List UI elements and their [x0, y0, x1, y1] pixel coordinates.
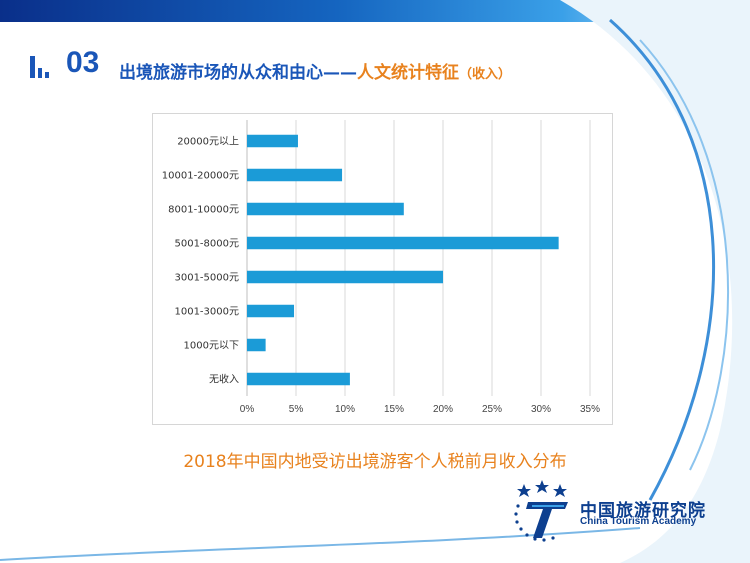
x-tick-label: 15%	[384, 404, 404, 415]
x-tick-label: 25%	[482, 404, 502, 415]
y-category-label: 无收入	[209, 373, 239, 386]
x-tick-label: 10%	[335, 404, 355, 415]
section-number: 03	[66, 46, 100, 79]
bar	[247, 168, 343, 182]
bar	[247, 134, 298, 148]
title-main: 出境旅游市场的从众和由心——	[119, 63, 357, 83]
bar	[247, 372, 350, 386]
x-tick-label: 5%	[289, 404, 304, 415]
y-category-label: 1001-3000元	[174, 307, 239, 318]
y-category-label: 10001-20000元	[162, 171, 239, 182]
chart-caption: 2018年中国内地受访出境游客个人税前月收入分布	[183, 452, 567, 472]
bar	[247, 202, 404, 216]
y-category-label: 1000元以下	[184, 341, 239, 352]
page-title: 出境旅游市场的从众和由心——人文统计特征（收入）	[119, 58, 511, 83]
top-banner	[0, 0, 750, 22]
x-tick-label: 20%	[433, 404, 453, 415]
y-category-label: 5001-8000元	[174, 239, 239, 250]
logo-name-cn: 中国旅游研究院	[580, 501, 706, 521]
y-category-label: 20000元以上	[177, 136, 239, 148]
x-tick-label: 0%	[240, 404, 255, 415]
logo-name-en: China Tourism Academy	[580, 516, 697, 527]
header-bars-icon	[30, 56, 49, 78]
star-t-logo-icon	[514, 480, 568, 542]
title-small: （收入）	[459, 67, 512, 82]
y-category-label: 8001-10000元	[168, 205, 239, 216]
y-category-label: 3001-5000元	[174, 273, 239, 284]
income-chart: 0% 5% 10% 15% 20% 25% 30% 35% 20000元以上 10001-2000…	[152, 113, 613, 425]
title-sub: 人文统计特征	[357, 63, 459, 83]
chart-canvas: 0% 5% 10% 15% 20% 25% 30% 35% 20000元以上 10001-2000…	[162, 120, 600, 415]
bar	[247, 338, 266, 352]
bar	[247, 236, 559, 250]
bar	[247, 304, 295, 318]
x-tick-label: 30%	[531, 404, 551, 415]
x-tick-label: 35%	[580, 404, 600, 415]
bar	[247, 270, 443, 284]
